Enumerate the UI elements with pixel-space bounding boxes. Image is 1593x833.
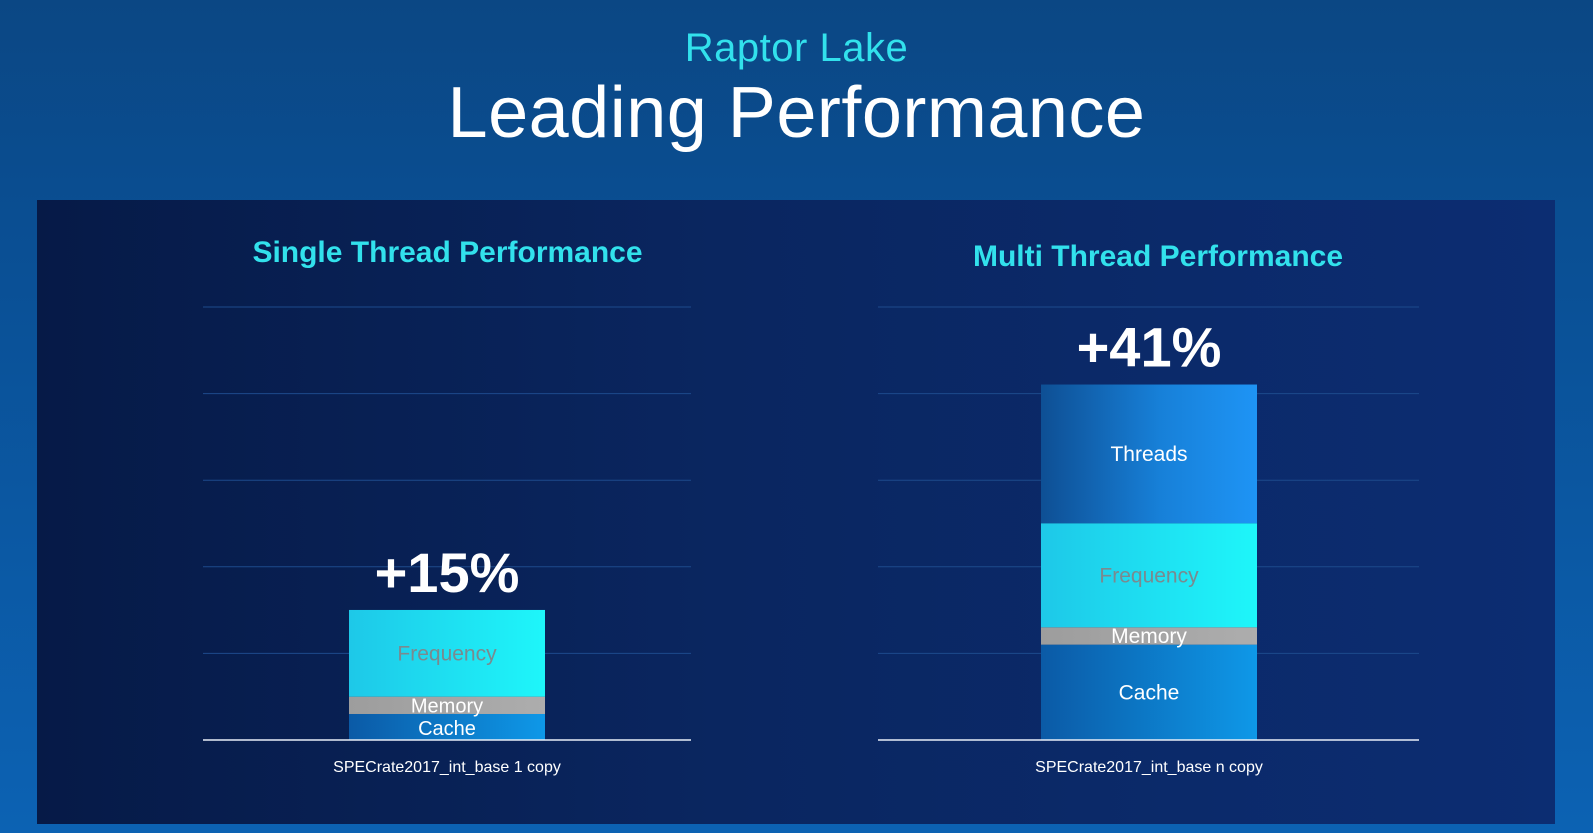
- chart-title-single-thread: Single Thread Performance: [252, 236, 643, 269]
- bar-segment-memory-single: [349, 696, 545, 714]
- bar-segment-cache-single: [349, 713, 545, 740]
- segment-label-cache-multi: Cache: [1119, 681, 1180, 704]
- total-label-multi: +41%: [1077, 316, 1222, 379]
- segment-label-memory-single: Memory: [411, 695, 483, 717]
- chart-panel: Single Thread Performance Multi Thread P…: [37, 200, 1555, 824]
- segment-label-threads-multi: Threads: [1110, 443, 1187, 466]
- bar-segment-frequency-multi: [1041, 523, 1257, 628]
- segment-label-frequency-multi: Frequency: [1099, 564, 1199, 587]
- bar-segment-cache-multi: [1041, 644, 1257, 740]
- slide-title: Leading Performance: [447, 73, 1146, 153]
- slide-subtitle: Raptor Lake: [684, 26, 909, 70]
- total-label-single: +15%: [375, 541, 520, 604]
- segment-label-cache-single: Cache: [418, 718, 476, 740]
- x-axis-label-multi: SPECrate2017_int_base n copy: [1035, 759, 1263, 776]
- x-axis-label-single: SPECrate2017_int_base 1 copy: [333, 759, 561, 776]
- bar-segment-threads-multi: [1041, 384, 1257, 524]
- performance-chart: CacheMemoryFrequency+15%SPECrate2017_int…: [203, 306, 1419, 776]
- bar-segment-memory-multi: [1041, 627, 1257, 645]
- segment-label-frequency-single: Frequency: [397, 642, 497, 665]
- bar-segment-frequency-single: [349, 609, 545, 697]
- chart-title-multi-thread: Multi Thread Performance: [972, 240, 1344, 273]
- segment-label-memory-multi: Memory: [1111, 625, 1187, 648]
